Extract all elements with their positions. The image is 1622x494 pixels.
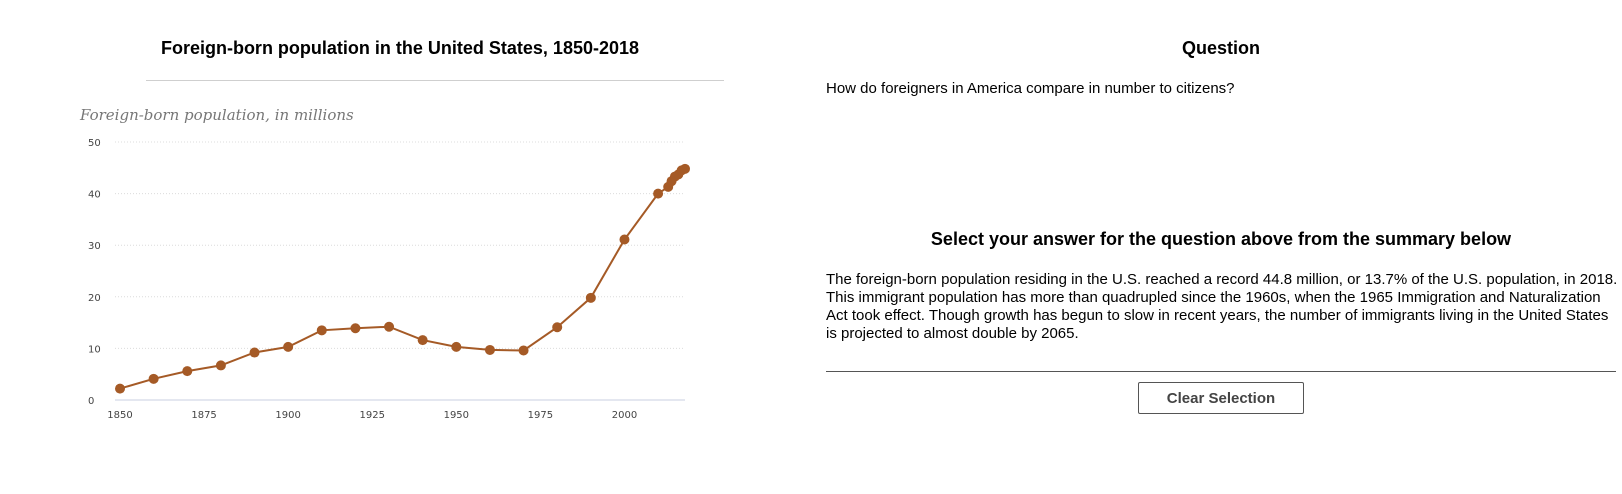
line-chart: Foreign-born population, in millions 0 10 2… (70, 100, 730, 430)
x-tick-label: 1950 (444, 410, 469, 421)
data-point (518, 345, 529, 356)
summary-text[interactable]: The foreign-born population residing in … (826, 271, 1618, 342)
data-point (249, 347, 260, 358)
data-point (680, 163, 690, 174)
x-tick-label: 1850 (107, 410, 132, 421)
data-point (451, 341, 462, 352)
y-tick-label: 30 (88, 241, 101, 252)
title-divider (146, 80, 724, 81)
y-tick-label: 10 (88, 344, 101, 355)
data-point (653, 188, 664, 199)
data-point (115, 383, 125, 394)
y-axis-label: Foreign-born population, in millions (79, 106, 354, 124)
y-tick-label: 20 (88, 293, 101, 304)
data-point (283, 341, 294, 352)
question-heading: Question (1181, 38, 1260, 58)
x-tick-label: 1975 (528, 410, 553, 421)
data-point (619, 234, 630, 245)
data-point (585, 292, 596, 303)
x-tick-label: 1900 (275, 410, 300, 421)
select-answer-heading: Select your answer for the question abov… (930, 229, 1512, 249)
series-line (119, 167, 686, 390)
data-point (215, 360, 226, 371)
data-point (417, 335, 428, 346)
chart-title: Foreign-born population in the United St… (160, 38, 640, 58)
x-tick-label: 2000 (612, 410, 637, 421)
clear-selection-button[interactable]: Clear Selection (1138, 382, 1304, 414)
data-point (148, 373, 159, 384)
data-point (182, 366, 193, 377)
data-point (316, 325, 327, 336)
y-tick-label: 40 (88, 190, 101, 201)
data-point (484, 344, 495, 355)
y-tick-label: 50 (88, 138, 101, 149)
y-tick-label: 0 (88, 396, 94, 407)
x-tick-label: 1875 (191, 410, 216, 421)
data-point (350, 323, 361, 334)
data-point (384, 321, 395, 332)
data-point (552, 322, 563, 333)
summary-divider (826, 371, 1616, 372)
chart-svg: Foreign-born population, in millions 0 10 2… (79, 106, 690, 421)
question-text: How do foreigners in America compare in … (826, 80, 1235, 97)
x-tick-label: 1925 (360, 410, 385, 421)
